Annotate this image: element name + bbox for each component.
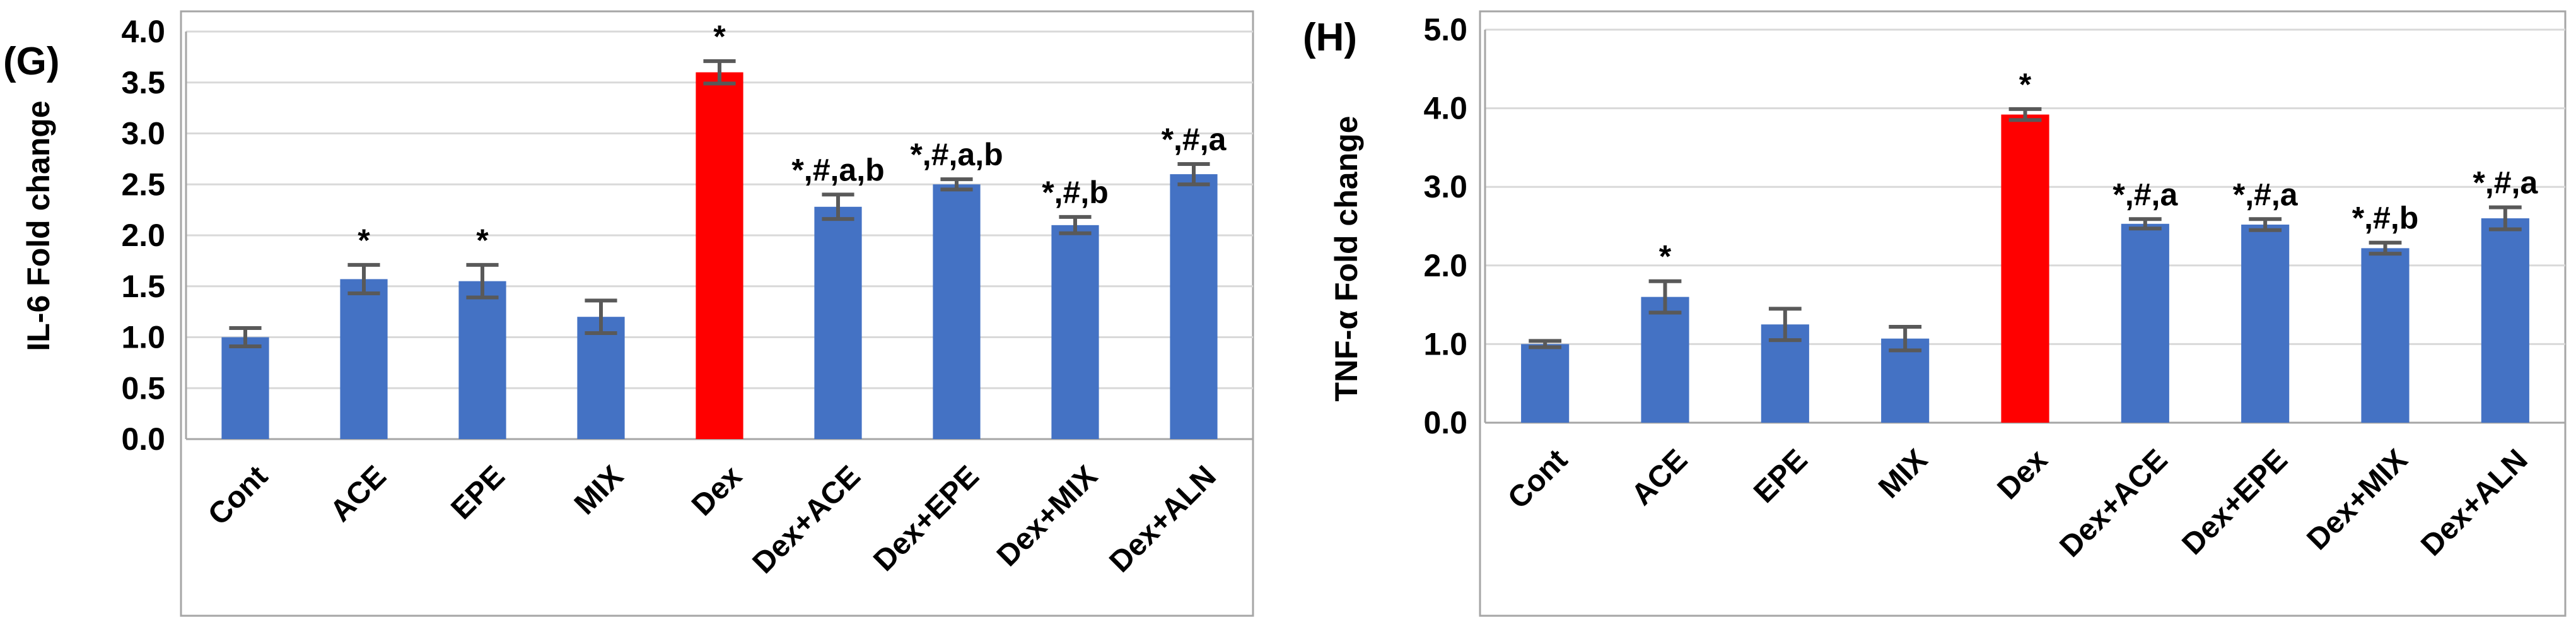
x-tick-label: MIX — [568, 459, 630, 521]
bar — [1521, 344, 1570, 423]
x-tick-label: EPE — [445, 459, 511, 526]
bar — [814, 206, 862, 439]
y-tick-label: 0.0 — [1423, 405, 1467, 440]
significance-label: *,#,a — [2473, 165, 2538, 201]
y-tick-label: 3.0 — [121, 116, 165, 151]
significance-label: * — [713, 19, 726, 54]
significance-label: *,#,a — [2113, 177, 2178, 212]
significance-label: *,#,b — [2352, 201, 2419, 236]
significance-label: * — [2019, 67, 2032, 102]
x-tick-label: Dex+ACE — [747, 459, 867, 580]
x-tick-label: EPE — [1747, 443, 1814, 509]
y-tick-label: 1.0 — [1423, 326, 1467, 361]
x-tick-label: Dex+ALN — [1103, 459, 1222, 579]
x-tick-label: Dex — [1991, 443, 2054, 506]
significance-label: *,#,b — [1042, 175, 1109, 210]
bar — [2121, 223, 2169, 423]
x-tick-label: Dex — [685, 459, 749, 522]
bar — [2481, 218, 2529, 423]
panel-label: (G) — [3, 40, 60, 83]
y-tick-label: 3.0 — [1423, 169, 1467, 204]
y-tick-label: 4.0 — [121, 14, 165, 49]
y-axis-title: IL-6 Fold change — [21, 100, 56, 351]
x-tick-label: MIX — [1872, 443, 1934, 505]
x-tick-label: Cont — [1501, 443, 1574, 515]
x-tick-label: Dex+ALN — [2415, 443, 2534, 562]
x-tick-label: Dex+EPE — [2176, 443, 2293, 561]
bar — [221, 337, 269, 439]
y-tick-label: 2.5 — [121, 167, 165, 202]
x-tick-label: Dex+MIX — [991, 459, 1104, 573]
chart-frame — [180, 10, 1254, 617]
y-axis-title: TNF-α Fold change — [1329, 116, 1364, 402]
bar — [577, 317, 625, 439]
y-tick-label: 3.5 — [121, 65, 165, 100]
significance-label: *,#,a — [2233, 177, 2299, 212]
bar — [933, 184, 981, 439]
x-tick-label: Cont — [202, 459, 274, 532]
y-tick-label: 2.0 — [1423, 248, 1467, 283]
significance-label: * — [358, 223, 370, 258]
significance-label: * — [476, 223, 489, 258]
y-tick-label: 0.0 — [121, 421, 165, 457]
y-tick-label: 2.0 — [121, 218, 165, 253]
panel-label: (H) — [1303, 16, 1357, 59]
significance-label: * — [1659, 239, 1672, 274]
x-tick-label: ACE — [324, 459, 393, 528]
x-tick-label: ACE — [1625, 443, 1694, 512]
x-tick-label: Dex+ACE — [2053, 443, 2174, 563]
chart-panel-g: 0.0 0.5 1.0 1.5 2.0 2.5 3.0 3.5 4.0 (G) IL-6 Fold … — [3, 10, 1254, 617]
bar — [1641, 297, 1689, 423]
bar — [1170, 174, 1218, 439]
y-tick-label: 5.0 — [1423, 12, 1467, 47]
bar — [1051, 225, 1099, 439]
x-tick-label: Dex+MIX — [2300, 443, 2414, 556]
x-tick-label: Dex+EPE — [867, 459, 985, 577]
chart-frame — [1479, 10, 2567, 617]
bar — [2241, 225, 2290, 423]
bar — [458, 281, 506, 439]
bar — [696, 72, 743, 440]
y-tick-label: 4.0 — [1423, 91, 1467, 126]
significance-label: *,#,a,b — [910, 137, 1003, 172]
bar — [340, 279, 388, 439]
y-tick-label: 1.0 — [121, 320, 165, 355]
bar — [2361, 248, 2410, 423]
bar — [2001, 114, 2049, 423]
significance-label: *,#,a,b — [791, 152, 884, 187]
y-tick-label: 1.5 — [121, 269, 165, 304]
y-tick-label: 0.5 — [121, 370, 165, 406]
bar — [1881, 338, 1930, 423]
significance-label: *,#,a — [1162, 122, 1227, 157]
chart-panel-h: 0.0 1.0 2.0 3.0 4.0 5.0 (H) TNF-α Fold change Co… — [1303, 10, 2567, 617]
